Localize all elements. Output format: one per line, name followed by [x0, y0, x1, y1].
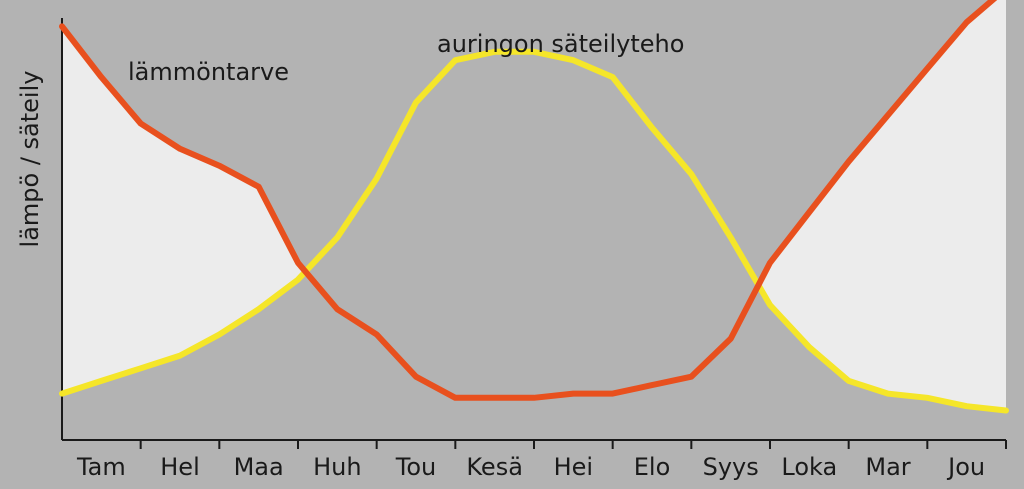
series-line-solar-radiation: [59, 48, 1009, 414]
heat-demand-fill: [62, 0, 1006, 411]
series-line-heat-demand: [59, 0, 998, 401]
series-label-heat-demand: lämmöntarve: [128, 58, 289, 86]
x-tick-label: Loka: [781, 453, 837, 481]
series-lines: [59, 0, 1009, 414]
x-tick-label: Huh: [313, 453, 361, 481]
x-tick-label: Maa: [234, 453, 284, 481]
x-ticks: Tam Hel Maa Huh Tou Kesä Hei Elo Syys Loka Mar Jou: [76, 440, 1007, 481]
x-tick-label: Tou: [395, 453, 436, 481]
x-tick-label: Jou: [946, 453, 985, 481]
x-tick-label: Elo: [634, 453, 671, 481]
x-tick-label: Mar: [865, 453, 910, 481]
x-tick-label: Syys: [703, 453, 759, 481]
x-tick-label: Hei: [554, 453, 593, 481]
fill-region-0: [62, 26, 306, 394]
x-tick-label: Tam: [76, 453, 126, 481]
x-tick-label: Hel: [160, 453, 199, 481]
series-label-solar-radiation: auringon säteilyteho: [437, 30, 684, 58]
fill-region-1: [758, 0, 1006, 411]
y-axis-label: lämpö / säteily: [16, 71, 44, 248]
x-tick-label: Kesä: [466, 453, 523, 481]
